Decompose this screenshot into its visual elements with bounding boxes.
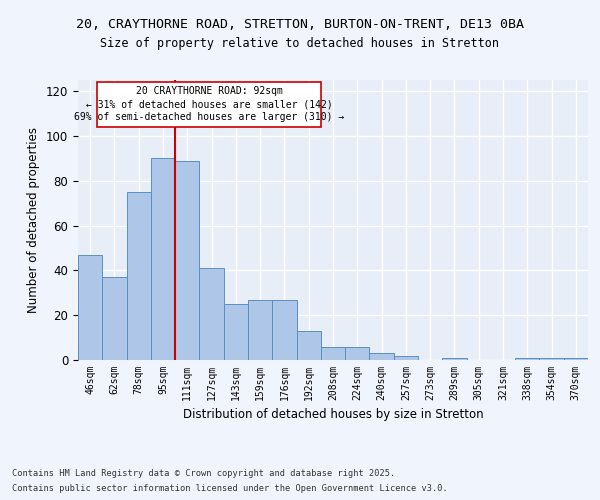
Text: ← 31% of detached houses are smaller (142): ← 31% of detached houses are smaller (14… (86, 99, 332, 109)
Bar (345, 346, 370, 360)
Bar (272, 300, 296, 360)
Bar (394, 356, 418, 360)
Text: Size of property relative to detached houses in Stretton: Size of property relative to detached ho… (101, 38, 499, 51)
Text: Contains public sector information licensed under the Open Government Licence v3: Contains public sector information licen… (12, 484, 448, 493)
Text: 20 CRAYTHORNE ROAD: 92sqm: 20 CRAYTHORNE ROAD: 92sqm (136, 86, 283, 96)
Text: 20, CRAYTHORNE ROAD, STRETTON, BURTON-ON-TRENT, DE13 0BA: 20, CRAYTHORNE ROAD, STRETTON, BURTON-ON… (76, 18, 524, 30)
Bar (296, 331, 321, 360)
Bar (199, 268, 224, 360)
Bar (78, 254, 102, 360)
Text: Contains HM Land Registry data © Crown copyright and database right 2025.: Contains HM Land Registry data © Crown c… (12, 469, 395, 478)
Text: 69% of semi-detached houses are larger (310) →: 69% of semi-detached houses are larger (… (74, 112, 344, 122)
Bar (248, 300, 272, 360)
Bar (175, 160, 199, 360)
Y-axis label: Number of detached properties: Number of detached properties (28, 127, 40, 313)
Bar (442, 358, 467, 360)
Bar (151, 158, 175, 360)
Bar (515, 358, 539, 360)
Bar (127, 192, 151, 360)
X-axis label: Distribution of detached houses by size in Stretton: Distribution of detached houses by size … (182, 408, 484, 422)
Bar (224, 304, 248, 360)
Bar (564, 358, 588, 360)
FancyBboxPatch shape (97, 82, 321, 127)
Bar (102, 277, 127, 360)
Bar (539, 358, 564, 360)
Bar (370, 354, 394, 360)
Bar (321, 346, 345, 360)
